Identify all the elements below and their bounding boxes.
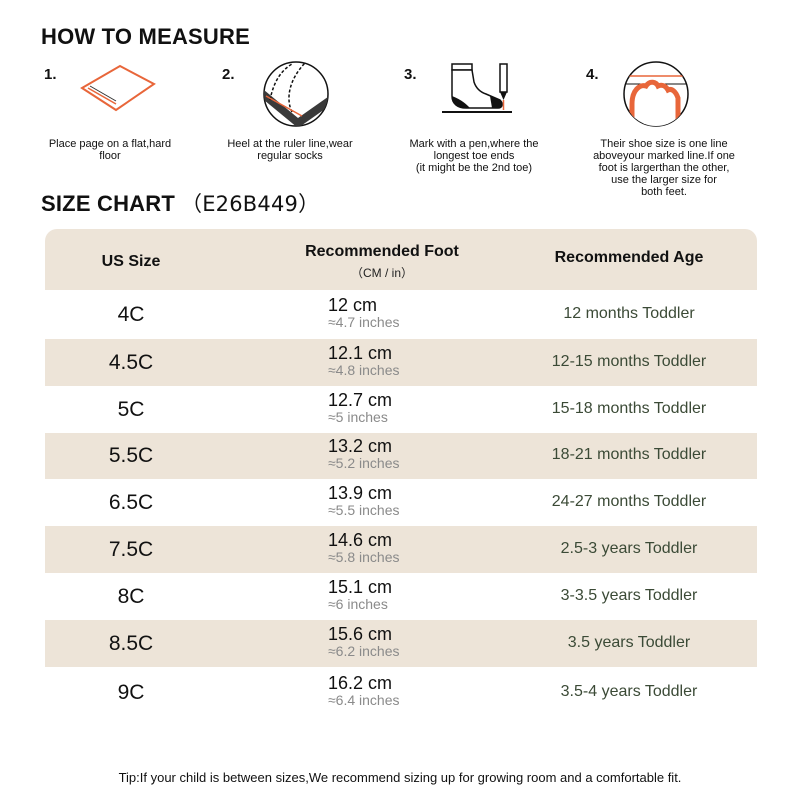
recommended-age-cell: 18-21 months Toddler (551, 446, 707, 463)
us-size-header: US Size (101, 253, 161, 270)
size-chart-heading: SIZE CHART (41, 191, 175, 216)
recommended-age-cell: 3.5-4 years Toddler (560, 683, 698, 700)
recommended-age-cell: 3.5 years Toddler (567, 633, 691, 651)
toe-line-icon (622, 60, 694, 135)
foot-length-inches: ≈4.8 inches (328, 361, 400, 378)
us-size-cell: 8.5C (108, 631, 154, 655)
table-row: 8.5C 15.6 cm ≈6.2 inches 3.5 years Toddler (45, 620, 757, 667)
sock-and-pen-icon (440, 60, 514, 123)
foot-length-cm: 12.7 cm (328, 389, 393, 410)
foot-length-cm: 12.1 cm (328, 342, 393, 363)
heel-on-ruler-icon (262, 60, 334, 135)
foot-length-inches: ≈4.7 inches (328, 313, 400, 330)
foot-length-cell: 16.2 cm ≈6.4 inches (328, 674, 400, 708)
paper-on-floor-icon (78, 62, 162, 123)
step-number: 3. (404, 66, 417, 83)
step-caption: Heel at the ruler line,wear regular socks (227, 138, 353, 162)
foot-length-cm: 15.6 cm (328, 623, 393, 644)
foot-length-cell: 12.7 cm ≈5 inches (328, 389, 393, 425)
foot-length-inches: ≈6.4 inches (328, 692, 400, 708)
product-code: （E26B449） (181, 192, 320, 216)
table-row: 5C 12.7 cm ≈5 inches 15-18 months Toddler (45, 386, 757, 433)
foot-header: Recommended Foot （CM / in） (217, 243, 547, 281)
step-caption: Place page on a flat,hard floor (48, 138, 172, 162)
step-caption: Mark with a pen,where the longest toe end… (409, 138, 539, 174)
foot-header-label: Recommended Foot (305, 243, 459, 260)
us-size-cell: 4.5C (108, 350, 154, 374)
sizing-tip: Tip:If your child is between sizes,We re… (118, 770, 682, 785)
table-row: 8C 15.1 cm ≈6 inches 3-3.5 years Toddler (45, 573, 757, 620)
table-row: 4.5C 12.1 cm ≈4.8 inches 12-15 months Toddl… (45, 339, 757, 386)
foot-length-cell: 14.6 cm ≈5.8 inches (328, 529, 400, 565)
foot-length-cell: 13.9 cm ≈5.5 inches (328, 482, 400, 518)
foot-length-cell: 12 cm ≈4.7 inches (328, 294, 400, 330)
foot-header-units: （CM / in） (350, 266, 413, 280)
us-size-cell: 8C (117, 584, 145, 608)
us-size-cell: 5C (117, 397, 145, 421)
foot-length-cell: 12.1 cm ≈4.8 inches (328, 342, 400, 378)
us-size-cell: 4C (117, 302, 145, 326)
foot-length-cm: 14.6 cm (328, 529, 393, 550)
foot-length-cm: 13.9 cm (328, 482, 393, 503)
table-row: 7.5C 14.6 cm ≈5.8 inches 2.5-3 years Toddle… (45, 526, 757, 573)
us-size-cell: 6.5C (108, 490, 154, 514)
size-chart-table: US Size Recommended Foot （CM / in） Recom… (45, 229, 757, 719)
foot-length-inches: ≈6 inches (328, 595, 388, 612)
us-size-cell: 9C (117, 681, 145, 704)
step-number: 4. (586, 66, 599, 83)
foot-length-cm: 12 cm (328, 294, 378, 315)
foot-length-inches: ≈5.5 inches (328, 501, 400, 518)
foot-length-inches: ≈6.2 inches (328, 642, 400, 659)
recommended-age-cell: 12 months Toddler (563, 304, 695, 322)
us-size-cell: 5.5C (108, 444, 154, 467)
recommended-age-cell: 3-3.5 years Toddler (560, 586, 698, 604)
how-to-measure-title: HOW TO MEASURE (41, 24, 250, 49)
foot-length-inches: ≈5 inches (328, 408, 388, 425)
recommended-age-cell: 15-18 months Toddler (551, 399, 707, 417)
step-number: 1. (44, 66, 57, 83)
size-chart-title: SIZE CHART （E26B449） (41, 188, 319, 218)
foot-length-cell: 15.1 cm ≈6 inches (328, 576, 393, 612)
age-header: Recommended Age (554, 249, 704, 266)
step-caption: Their shoe size is one line aboveyour mar… (593, 138, 735, 198)
foot-length-cm: 13.2 cm (328, 436, 393, 456)
foot-length-cm: 15.1 cm (328, 576, 393, 597)
us-size-cell: 7.5C (108, 537, 154, 561)
table-row: 5.5C 13.2 cm ≈5.2 inches 18-21 months Toddl… (45, 433, 757, 479)
table-row: 4C 12 cm ≈4.7 inches 12 months Toddler (45, 290, 757, 339)
foot-length-inches: ≈5.2 inches (328, 455, 400, 471)
foot-length-cm: 16.2 cm (328, 673, 393, 693)
foot-length-inches: ≈5.8 inches (328, 548, 400, 565)
table-header: US Size Recommended Foot （CM / in） Recom… (45, 229, 757, 290)
foot-length-cell: 13.2 cm ≈5.2 inches (328, 437, 400, 471)
recommended-age-cell: 2.5-3 years Toddler (560, 539, 698, 557)
recommended-age-cell: 12-15 months Toddler (551, 352, 707, 370)
table-row: 9C 16.2 cm ≈6.4 inches 3.5-4 years Toddler (45, 667, 757, 719)
foot-length-cell: 15.6 cm ≈6.2 inches (328, 623, 400, 659)
recommended-age-cell: 24-27 months Toddler (551, 492, 707, 510)
table-row: 6.5C 13.9 cm ≈5.5 inches 24-27 months Toddl… (45, 479, 757, 526)
step-number: 2. (222, 66, 235, 83)
